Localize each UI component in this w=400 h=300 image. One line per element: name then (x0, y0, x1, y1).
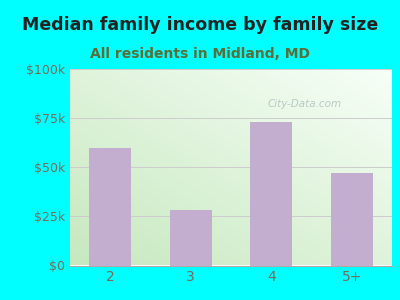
Bar (89, 148, 131, 266)
Text: City-Data.com: City-Data.com (268, 99, 342, 110)
Bar (250, 122, 292, 266)
Bar (170, 211, 212, 266)
Text: Median family income by family size: Median family income by family size (22, 16, 378, 34)
Bar (331, 173, 373, 266)
Text: All residents in Midland, MD: All residents in Midland, MD (90, 46, 310, 61)
